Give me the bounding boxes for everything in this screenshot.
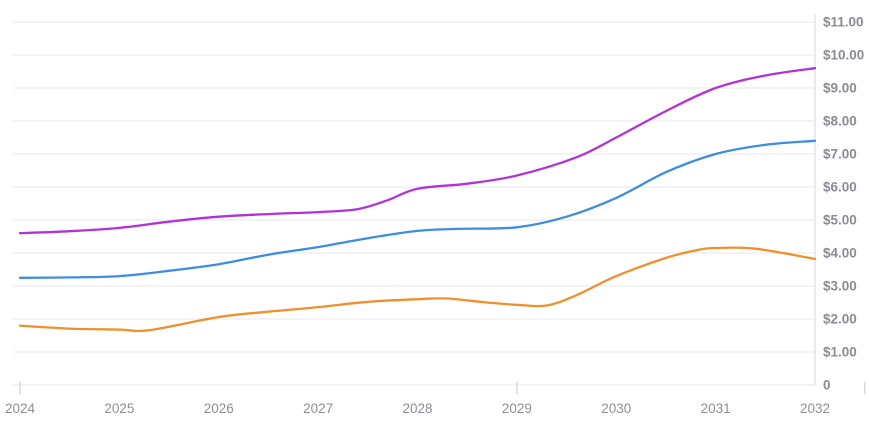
x-axis-label: 2027 — [303, 401, 333, 416]
x-axis-label: 2030 — [601, 401, 631, 416]
series-line-orange-series[interactable] — [18, 246, 817, 333]
y-axis-label: 0 — [823, 378, 831, 393]
y-axis-label: $10.00 — [823, 48, 864, 63]
x-axis-label: 2031 — [701, 401, 731, 416]
y-axis-label: $4.00 — [823, 246, 857, 261]
series-lines — [18, 67, 817, 333]
y-axis-label: $1.00 — [823, 345, 857, 360]
x-axis-label: 2028 — [402, 401, 432, 416]
y-axis-label: $11.00 — [823, 15, 864, 30]
x-axis-label: 2029 — [502, 401, 532, 416]
x-axis: 2024 2025 2026 2027 2028 2029 2030 2031 2032 — [5, 382, 866, 416]
y-axis-label: $9.00 — [823, 81, 857, 96]
gridlines — [13, 21, 815, 386]
series-line-blue-series[interactable] — [18, 139, 817, 279]
x-axis-label: 2024 — [5, 401, 36, 416]
x-axis-label: 2032 — [800, 401, 830, 416]
series-line-purple-series[interactable] — [18, 67, 817, 235]
y-axis-label: $3.00 — [823, 279, 857, 294]
x-axis-label: 2025 — [104, 401, 134, 416]
y-axis-label: $2.00 — [823, 312, 857, 327]
y-axis-label: $5.00 — [823, 213, 857, 228]
y-axis-label: $7.00 — [823, 147, 857, 162]
y-axis-label: $8.00 — [823, 114, 857, 129]
y-axis: 0 $1.00 $2.00 $3.00 $4.00 $5.00 $6.00 $7.00 $8.0… — [814, 14, 864, 393]
x-axis-label: 2026 — [204, 401, 234, 416]
y-axis-label: $6.00 — [823, 180, 857, 195]
